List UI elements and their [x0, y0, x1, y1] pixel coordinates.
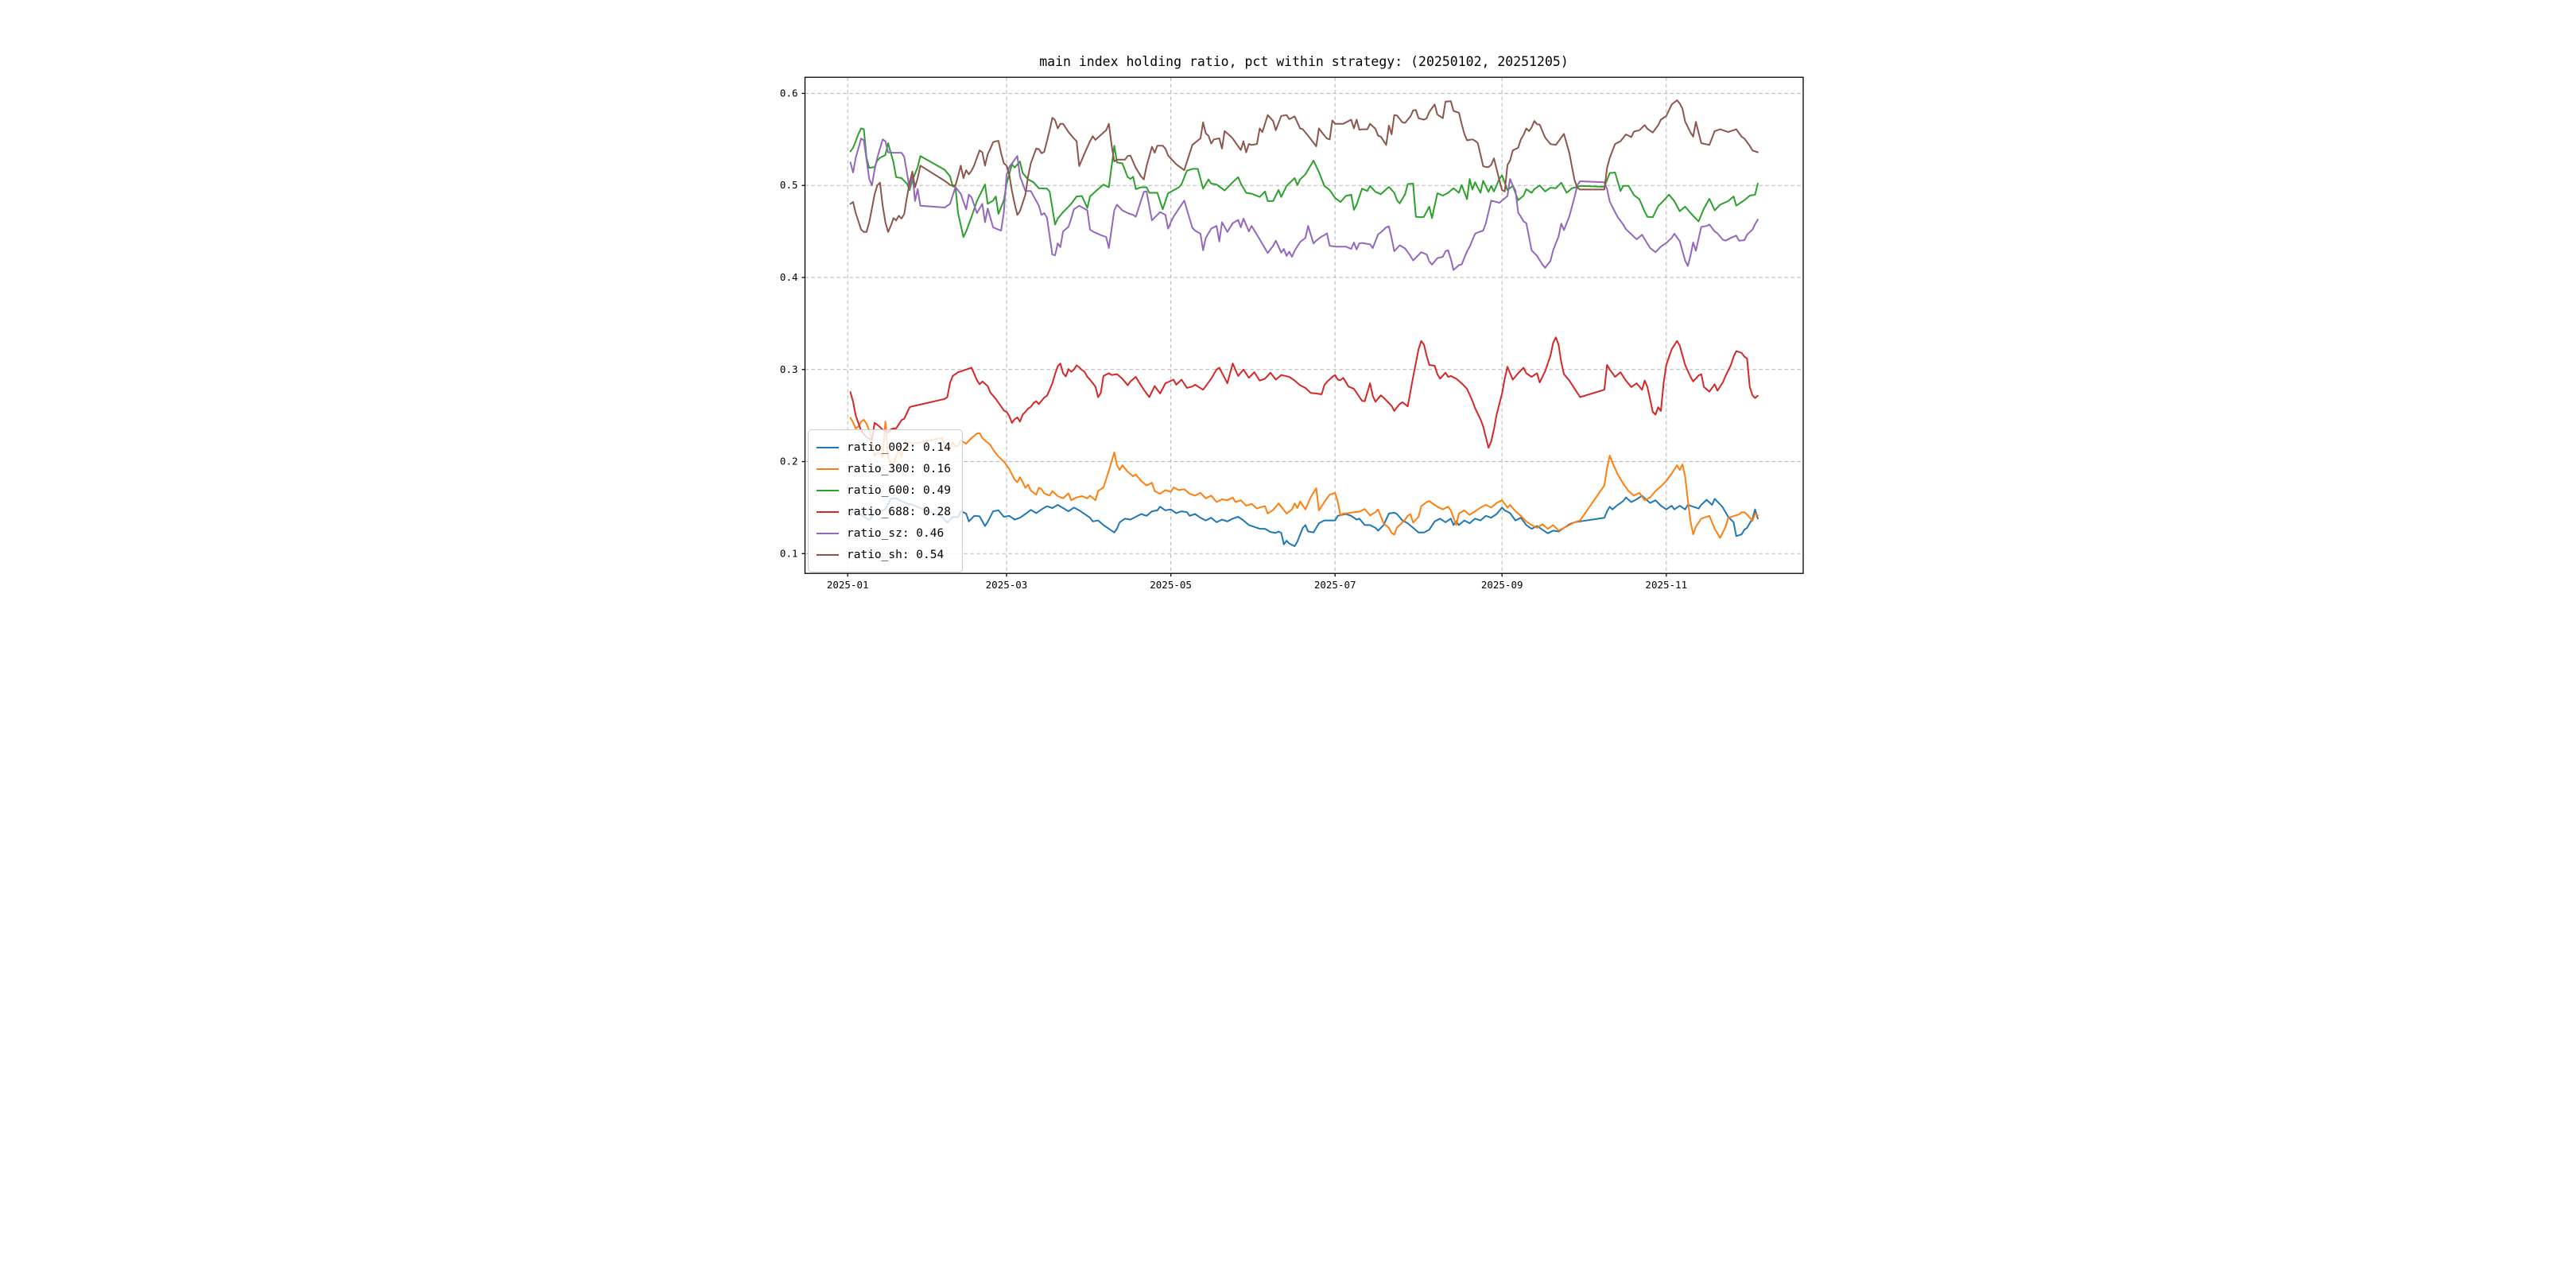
- x-tick-label: 2025-01: [827, 579, 869, 591]
- line-chart-canvas: 2025-01 2025-03 2025-05 2025-07 2025-09 2025-…: [780, 76, 1804, 591]
- series-line-ratio_002: [849, 495, 1759, 547]
- y-tick-label: 0.4: [780, 271, 798, 283]
- axes-frame: [804, 76, 1804, 574]
- legend-row: ratio_688: 0.28: [817, 501, 951, 522]
- legend-label: ratio_sz: 0.46: [847, 526, 945, 540]
- chart-figure: main index holding ratio, pct within str…: [644, 0, 1932, 644]
- legend-line-swatch: [817, 532, 839, 534]
- legend-row: ratio_sh: 0.54: [817, 544, 951, 565]
- series-line-ratio_600: [849, 127, 1759, 239]
- legend-row: ratio_sz: 0.46: [817, 522, 951, 544]
- legend-label: ratio_002: 0.14: [847, 440, 951, 454]
- legend-label: ratio_300: 0.16: [847, 462, 951, 475]
- legend-line-swatch: [817, 467, 839, 470]
- y-tick-label: 0.6: [780, 87, 798, 99]
- series-line-ratio_300: [849, 417, 1759, 539]
- y-tick-label: 0.2: [780, 456, 798, 467]
- legend-label: ratio_688: 0.28: [847, 505, 951, 518]
- x-tick-label: 2025-11: [1645, 579, 1687, 591]
- legend-row: ratio_300: 0.16: [817, 458, 951, 479]
- legend-label: ratio_sh: 0.54: [847, 548, 945, 561]
- chart-legend: ratio_002: 0.14 ratio_300: 0.16 ratio_600:…: [808, 429, 963, 572]
- legend-row: ratio_002: 0.14: [817, 436, 951, 458]
- y-tick-label: 0.5: [780, 179, 798, 191]
- legend-line-swatch: [817, 446, 839, 448]
- x-tick-label: 2025-03: [986, 579, 1028, 591]
- y-tick-label: 0.1: [780, 547, 798, 559]
- x-tick-label: 2025-05: [1150, 579, 1192, 591]
- chart-title: main index holding ratio, pct within str…: [1039, 54, 1569, 69]
- legend-label: ratio_600: 0.49: [847, 483, 951, 497]
- series-line-ratio_sh: [849, 99, 1759, 233]
- x-tick-label: 2025-09: [1481, 579, 1523, 591]
- legend-line-swatch: [817, 489, 839, 491]
- legend-line-swatch: [817, 553, 839, 556]
- series-line-ratio_sz: [849, 138, 1759, 271]
- legend-row: ratio_600: 0.49: [817, 479, 951, 501]
- x-tick-label: 2025-07: [1314, 579, 1356, 591]
- legend-line-swatch: [817, 510, 839, 513]
- y-tick-label: 0.3: [780, 363, 798, 375]
- series-line-ratio_688: [849, 336, 1759, 449]
